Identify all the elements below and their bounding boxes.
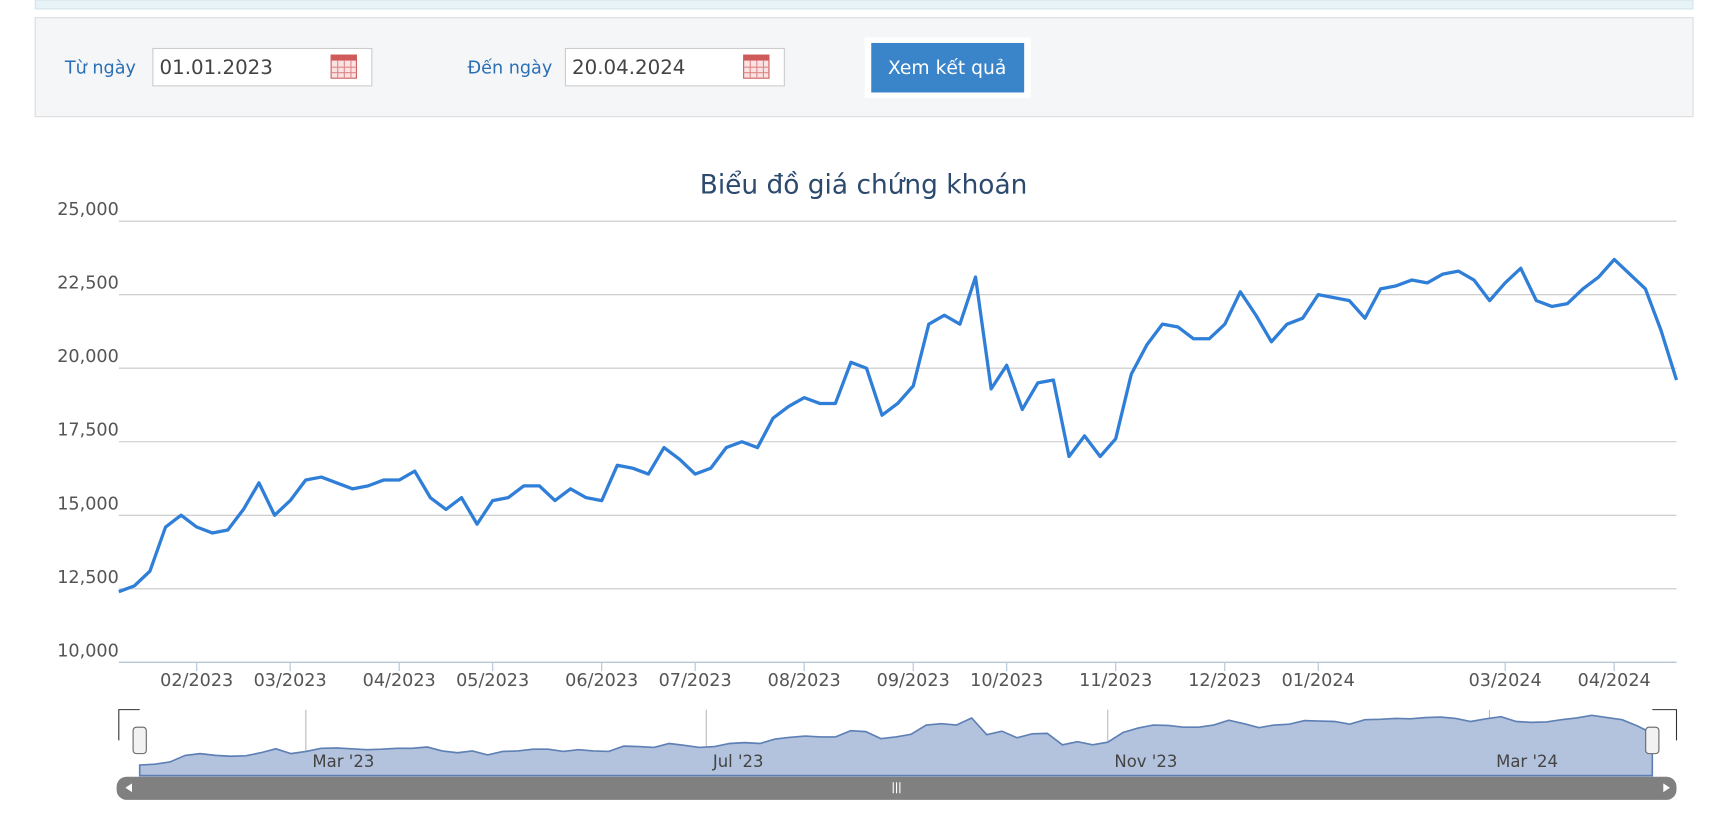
to-value: 20.04.2024 — [572, 56, 685, 79]
y-tick-label: 15,000 — [57, 494, 119, 514]
x-tick-label: 01/2024 — [1282, 671, 1355, 691]
x-tick-label: 03/2024 — [1469, 671, 1542, 691]
y-tick-label: 10,000 — [57, 641, 119, 661]
calendar-icon[interactable] — [330, 54, 357, 79]
navigator-area — [138, 714, 1654, 777]
x-tick-label: 04/2024 — [1578, 671, 1651, 691]
navigator-handle[interactable] — [1645, 726, 1660, 755]
navigator-handle[interactable] — [132, 726, 147, 755]
navigator-outline — [118, 709, 1678, 741]
x-tick-label: 12/2023 — [1188, 671, 1261, 691]
x-tick-label: 11/2023 — [1079, 671, 1152, 691]
navigator-label: Jul '23 — [712, 752, 764, 771]
navigator-label: Mar '23 — [312, 752, 374, 771]
price-line — [118, 257, 1679, 594]
submit-button[interactable] — [871, 42, 1025, 93]
y-tick-label: 20,000 — [57, 347, 119, 367]
x-tick-label: 06/2023 — [565, 671, 638, 691]
x-tick-label: 04/2023 — [363, 671, 436, 691]
x-tick-label: 02/2023 — [160, 671, 233, 691]
plot: 10,000 12,500 15,000 17,500 20,000 22,500 25,0… — [57, 200, 1679, 691]
navigator-label: Nov '23 — [1114, 752, 1177, 771]
navigator-label: Mar '24 — [1496, 752, 1558, 771]
x-tick-label: 03/2023 — [254, 671, 327, 691]
x-tick-label: 05/2023 — [456, 671, 529, 691]
from-label: Từ ngày — [64, 58, 136, 78]
calendar-icon[interactable] — [743, 54, 770, 79]
x-tick-label: 09/2023 — [877, 671, 950, 691]
y-tick-label: 25,000 — [57, 200, 119, 220]
y-tick-label: 22,500 — [57, 274, 119, 294]
to-label: Đến ngày — [468, 57, 553, 78]
x-tick-label: 08/2023 — [768, 671, 841, 691]
submit-label: Xem kết quả — [888, 57, 1006, 79]
navigator: Mar '23 Jul '23 Nov '23 Mar '24 — [116, 709, 1678, 800]
y-tick-label: 12,500 — [57, 568, 119, 588]
y-tick-label: 17,500 — [57, 421, 119, 441]
x-tick-label: 07/2023 — [659, 671, 732, 691]
scroll-grip — [892, 782, 901, 794]
x-tick-label: 10/2023 — [970, 671, 1043, 691]
from-value: 01.01.2023 — [160, 56, 273, 79]
navigator-series — [138, 714, 1654, 777]
chart-title: Biểu đồ giá chứng khoán — [700, 169, 1028, 200]
top-strip — [34, 0, 1694, 10]
navigator-grid — [305, 709, 1491, 776]
